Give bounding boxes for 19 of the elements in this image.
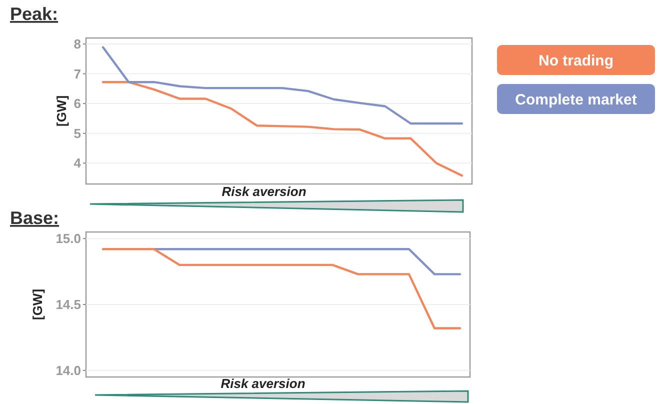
line-series	[102, 248, 462, 330]
y-tick-label: 8	[74, 36, 81, 52]
line-series	[102, 81, 464, 177]
y-tick-label: 4	[74, 156, 82, 171]
y-tick-label: 5	[74, 126, 81, 141]
y-axis-title: [GW]	[54, 95, 69, 127]
x-axis-title: Risk aversion	[222, 184, 306, 199]
y-axis-title: [GW]	[30, 288, 45, 320]
y-tick-label: 14.5	[56, 297, 81, 312]
text: No trading	[538, 52, 614, 70]
x-axis-title: Risk aversion	[220, 376, 306, 391]
y-tick-label: 6	[74, 96, 81, 112]
y-tick-label: 15.0	[56, 231, 81, 246]
text: Complete market	[515, 91, 637, 108]
chart-title: Base:	[10, 208, 60, 228]
line-series	[102, 46, 464, 125]
chart-title: Peak:	[10, 4, 58, 24]
y-tick-label: 14.0	[56, 362, 81, 378]
y-tick-label: 7	[74, 66, 81, 82]
